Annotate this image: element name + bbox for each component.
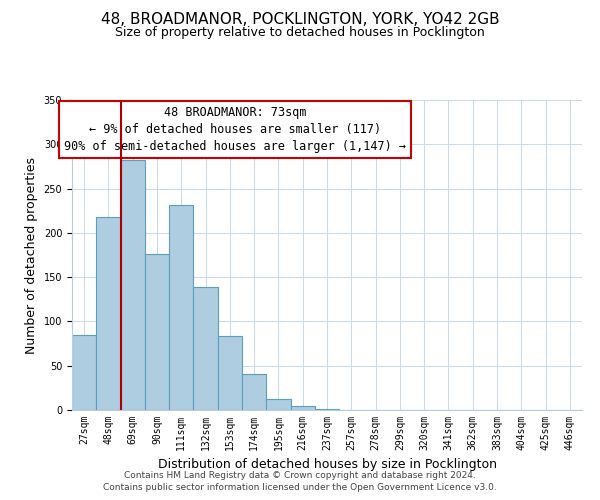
- Text: 48 BROADMANOR: 73sqm
← 9% of detached houses are smaller (117)
90% of semi-detac: 48 BROADMANOR: 73sqm ← 9% of detached ho…: [64, 106, 406, 153]
- Bar: [290, 406, 315, 410]
- Bar: [145, 254, 169, 410]
- Bar: [315, 409, 339, 410]
- Y-axis label: Number of detached properties: Number of detached properties: [25, 156, 38, 354]
- Bar: [96, 217, 121, 410]
- X-axis label: Distribution of detached houses by size in Pocklington: Distribution of detached houses by size …: [157, 458, 497, 471]
- Bar: [242, 374, 266, 410]
- Bar: [218, 336, 242, 410]
- Bar: [169, 204, 193, 410]
- Text: Contains public sector information licensed under the Open Government Licence v3: Contains public sector information licen…: [103, 484, 497, 492]
- Bar: [266, 400, 290, 410]
- Text: 48, BROADMANOR, POCKLINGTON, YORK, YO42 2GB: 48, BROADMANOR, POCKLINGTON, YORK, YO42 …: [101, 12, 499, 28]
- Text: Contains HM Land Registry data © Crown copyright and database right 2024.: Contains HM Land Registry data © Crown c…: [124, 471, 476, 480]
- Text: Size of property relative to detached houses in Pocklington: Size of property relative to detached ho…: [115, 26, 485, 39]
- Bar: [193, 287, 218, 410]
- Bar: [121, 160, 145, 410]
- Bar: [72, 334, 96, 410]
